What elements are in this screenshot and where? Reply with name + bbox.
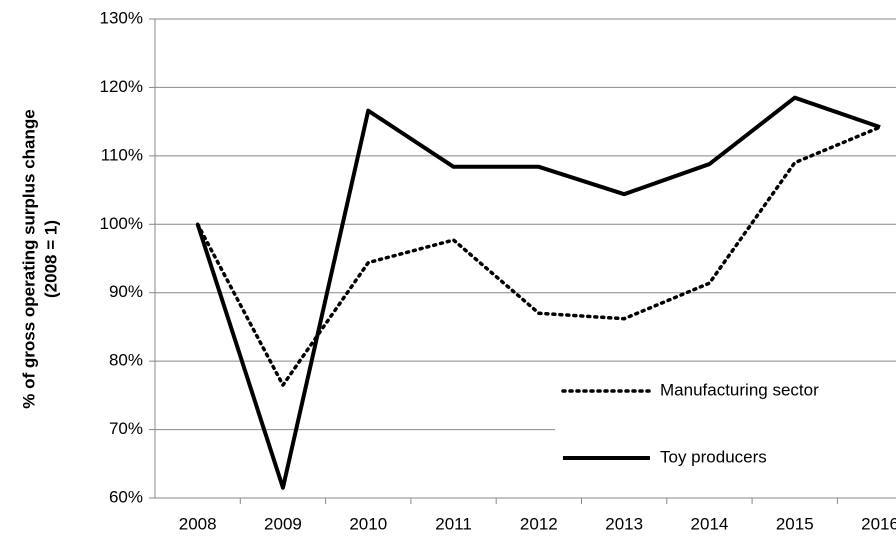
y-tick-label: 80% xyxy=(109,351,143,370)
line-series xyxy=(195,95,881,490)
y-tick-label: 70% xyxy=(109,419,143,438)
x-tick-label: 2011 xyxy=(435,514,472,533)
y-axis-title: % of gross operating surplus change xyxy=(19,109,38,408)
legend-label: Manufacturing sector xyxy=(660,380,819,399)
y-tick-label: 130% xyxy=(100,8,143,27)
y-tick-label: 110% xyxy=(101,145,143,164)
x-tick-label: 2009 xyxy=(264,514,302,533)
legend-box xyxy=(555,368,896,480)
y-tick-label: 90% xyxy=(109,282,143,301)
line-series xyxy=(195,125,882,387)
x-tick-label: 2012 xyxy=(520,514,558,533)
x-tick-label: 2013 xyxy=(605,514,643,533)
y-tick-label: 120% xyxy=(100,77,143,96)
x-tick-label: 2015 xyxy=(776,514,814,533)
x-tick-label: 2010 xyxy=(349,514,387,533)
x-tick-label: 2014 xyxy=(691,514,729,533)
y-tick-label: 60% xyxy=(109,487,143,506)
legend-label: Toy producers xyxy=(660,447,767,466)
x-tick-label: 2016 xyxy=(861,514,896,533)
x-tick-label: 2008 xyxy=(179,514,217,533)
y-axis-title: (2008 = 1) xyxy=(41,220,60,298)
y-tick-label: 100% xyxy=(100,214,143,233)
